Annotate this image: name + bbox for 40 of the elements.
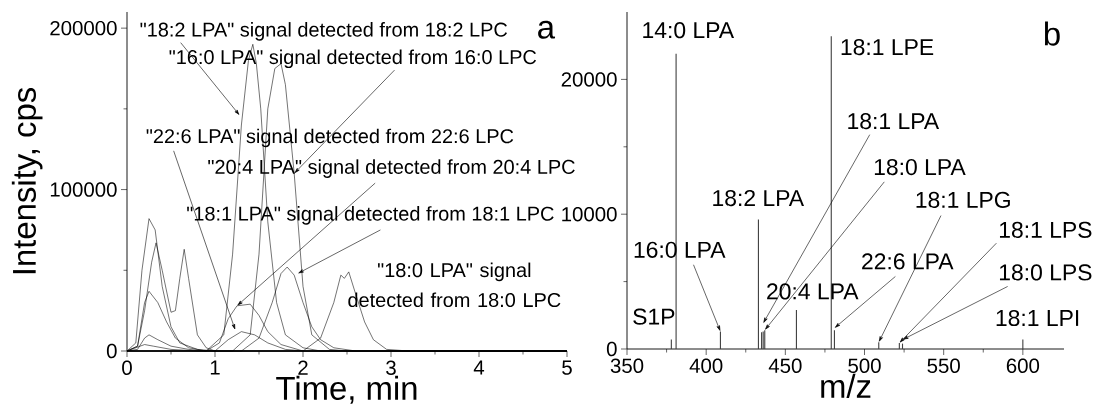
x-axis-title: m/z — [821, 373, 871, 398]
y-tick-label: 200000 — [50, 20, 117, 36]
y-tick-label: 20000 — [561, 72, 617, 87]
annotation: 18:1 LPS — [999, 221, 1092, 238]
annotation: 14:0 LPA — [643, 22, 735, 39]
annotation: 18:1 LPG — [916, 191, 1010, 209]
annotation: S1P — [633, 308, 675, 325]
annotation: 18:0 LPS — [999, 264, 1092, 281]
annotation: "22:6 LPA" signal detected from 22:6 LPC — [146, 128, 514, 148]
y-tick-label: 0 — [606, 341, 617, 357]
annotation: 18:1 LPE — [841, 38, 934, 56]
annotation: 22:6 LPA — [862, 253, 954, 270]
annotation: "16:0 LPA" signal detected from 16:0 LPC — [169, 49, 537, 69]
annotation: a — [538, 20, 556, 39]
y-tick-label: 10000 — [562, 206, 617, 222]
x-tick-label: 1 — [210, 360, 220, 375]
annotation: 18:1 LPA — [848, 113, 940, 130]
x-tick-label: 600 — [1006, 358, 1040, 373]
annotation: 18:0 LPA — [874, 158, 966, 176]
annotation: "18:2 LPA" signal detected from 18:2 LPC — [140, 22, 508, 41]
y-tick-label: 0 — [106, 343, 117, 359]
x-tick-label: 0 — [122, 360, 132, 375]
annotation: "18:1 LPA" signal detected from 18:1 LPC — [187, 206, 554, 225]
x-tick-label: 500 — [848, 358, 881, 373]
x-axis-title: Time, min — [276, 375, 417, 404]
x-tick-label: 5 — [562, 360, 572, 375]
annotation: "18:0 LPA" signal detected from 18:0 LPC — [348, 262, 561, 308]
annotation: b — [1044, 21, 1060, 46]
x-tick-label: 350 — [610, 358, 644, 373]
annotation: 18:2 LPA — [713, 189, 805, 207]
y-tick-label: 100000 — [50, 182, 117, 197]
x-tick-label: 3 — [386, 360, 396, 375]
x-tick-label: 2 — [298, 360, 308, 375]
annotation: 16:0 LPA — [634, 241, 726, 258]
x-tick-label: 4 — [473, 360, 485, 375]
y-axis-title: Intensity, cps — [11, 88, 43, 274]
x-tick-label: 450 — [768, 358, 802, 373]
x-tick-label: 400 — [689, 358, 723, 373]
x-tick-label: 550 — [927, 358, 960, 373]
annotation: 18:1 LPI — [996, 309, 1079, 327]
